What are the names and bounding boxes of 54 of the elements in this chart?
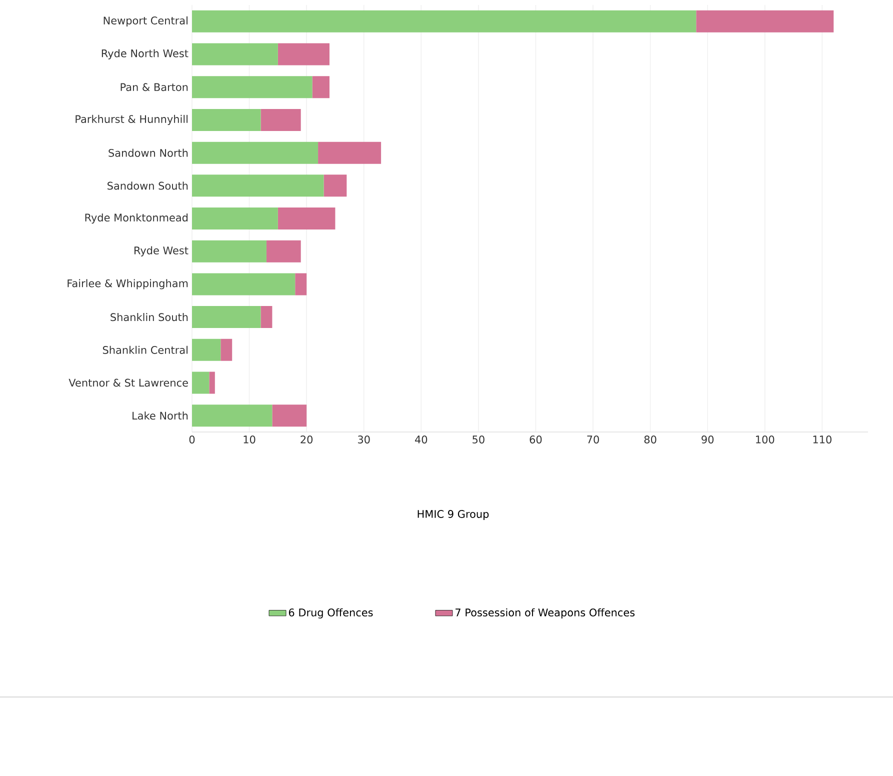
- bar: [295, 273, 307, 296]
- x-tick-label: 70: [587, 436, 599, 444]
- y-tick-label: Shanklin South: [110, 313, 188, 322]
- bar: [192, 404, 272, 427]
- x-tick-label: 60: [530, 436, 542, 444]
- legend-title: HMIC 9 Group: [418, 510, 489, 520]
- bar: [192, 208, 278, 230]
- x-tick-label: 20: [300, 436, 313, 444]
- y-tick-label: Parkhurst & Hunnyhill: [76, 114, 188, 126]
- bar: [192, 338, 221, 361]
- y-tick-label: Shanklin Central: [102, 346, 188, 354]
- x-tick-label: 100: [756, 436, 774, 444]
- bar: [260, 108, 301, 131]
- bar: [192, 306, 261, 328]
- bar: [209, 372, 215, 394]
- bar: [192, 240, 266, 262]
- bar: [192, 174, 324, 197]
- y-tick-label: Fairlee & Whippingham: [68, 279, 188, 290]
- bar: [278, 43, 330, 66]
- x-tick-label: 90: [702, 436, 714, 444]
- x-tick-label: 40: [415, 436, 428, 444]
- y-tick-label: Sandown North: [108, 148, 188, 157]
- x-tick-label: 110: [813, 436, 832, 444]
- bar: [192, 76, 312, 98]
- y-tick-label: Ventnor & St Lawrence: [68, 378, 188, 387]
- legend-label: 6 Drug Offences: [288, 608, 373, 618]
- x-tick-label: 10: [244, 436, 256, 444]
- y-tick-label: Sandown South: [108, 182, 188, 190]
- y-tick-label: Ryde West: [134, 246, 188, 256]
- bar: [324, 174, 347, 197]
- bar: [192, 43, 278, 66]
- bar: [278, 208, 336, 230]
- x-tick-label: 30: [358, 436, 370, 444]
- bar: [272, 404, 307, 427]
- bar: [192, 142, 318, 164]
- y-tick-label: Ryde North West: [102, 49, 188, 60]
- legend-label: 7 Possession of Weapons Offences: [456, 608, 635, 618]
- bar: [266, 240, 301, 262]
- bar: [696, 10, 834, 32]
- bar: [220, 338, 232, 361]
- bar: [318, 142, 382, 164]
- x-tick-label: 0: [189, 436, 195, 444]
- bar: [192, 10, 696, 32]
- bar: [260, 306, 272, 328]
- bar: [192, 108, 261, 131]
- y-tick-label: Lake North: [132, 412, 188, 420]
- y-tick-label: Pan & Barton: [120, 83, 188, 92]
- bar: [192, 273, 296, 296]
- bar: [312, 76, 330, 98]
- y-tick-label: Ryde Monktonmead: [85, 213, 188, 224]
- x-tick-label: 50: [472, 436, 484, 444]
- bar: [192, 372, 210, 394]
- x-tick-label: 80: [644, 436, 656, 444]
- y-tick-label: Newport Central: [104, 16, 188, 26]
